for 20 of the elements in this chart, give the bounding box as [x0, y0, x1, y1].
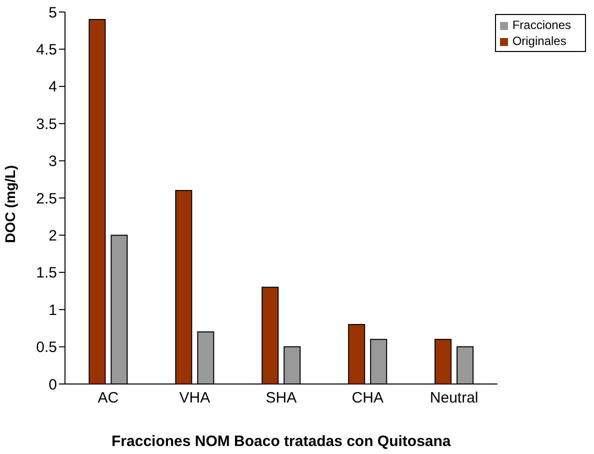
- x-tick-label: Neutral: [430, 390, 478, 407]
- legend-label: Originales: [512, 34, 566, 48]
- x-tick-label: VHA: [179, 390, 210, 407]
- y-tick-label: 5: [48, 4, 57, 22]
- y-tick-label: 2: [48, 228, 57, 245]
- y-tick-label: 1: [48, 302, 57, 319]
- y-axis-title: DOC (mg/L): [2, 165, 18, 243]
- x-tick-label: AC: [98, 390, 119, 407]
- x-tick-label: CHA: [352, 390, 384, 407]
- y-tick-label: 1.5: [36, 264, 57, 282]
- legend-label: Fracciones: [512, 18, 571, 32]
- x-axis-title: Fracciones NOM Boaco tratadas con Quitosana: [112, 433, 452, 450]
- y-tick-label: 3.5: [36, 116, 57, 133]
- y-tick-label: 2.5: [36, 190, 57, 208]
- y-tick-label: 0: [48, 376, 57, 394]
- x-tick-label: SHA: [266, 390, 297, 407]
- y-tick-label: 3: [48, 153, 57, 170]
- y-tick-label: 4.5: [36, 42, 57, 59]
- y-tick-label: 4: [48, 78, 57, 96]
- y-tick-label: 0.5: [36, 339, 57, 356]
